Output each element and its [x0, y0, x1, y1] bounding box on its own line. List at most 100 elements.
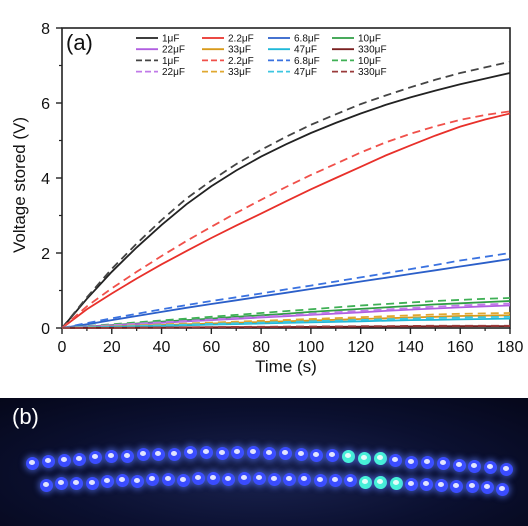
led-light	[436, 457, 450, 471]
led-light	[222, 473, 236, 486]
series-line-6-8Fuf-solid	[61, 258, 511, 329]
led-light	[131, 474, 145, 488]
led-light	[480, 480, 494, 494]
y-tick-label: 0	[41, 321, 50, 338]
x-tick-label: 20	[103, 339, 121, 356]
led-light	[421, 456, 434, 469]
led-light	[41, 454, 55, 468]
led-light	[313, 474, 327, 488]
series-line-33Fuf-dashed	[61, 312, 511, 329]
y-tick-label: 2	[41, 246, 50, 263]
led-light	[57, 453, 71, 467]
led-light	[496, 482, 509, 496]
legend-label: 1μF	[162, 56, 179, 67]
series-line-47Fuf-dashed	[61, 315, 511, 329]
led-light	[100, 475, 114, 489]
led-light	[328, 473, 342, 487]
led-light	[161, 472, 175, 486]
led-light	[55, 477, 69, 491]
led-light	[231, 446, 245, 460]
legend-label: 47μF	[294, 45, 317, 56]
series-lines	[61, 60, 511, 329]
led-light	[450, 480, 464, 494]
y-tick-label: 8	[41, 21, 50, 38]
legend-label: 33μF	[228, 67, 251, 78]
led-light	[465, 480, 479, 494]
led-light	[146, 473, 160, 487]
led-light	[184, 446, 197, 460]
legend-label: 22μF	[162, 45, 185, 56]
legend-label: 1μF	[162, 34, 179, 45]
led-light	[389, 476, 403, 490]
led-light	[405, 455, 419, 469]
led-light	[326, 449, 340, 463]
led-light	[344, 474, 357, 488]
led-light	[70, 476, 84, 490]
x-tick-label: 100	[298, 339, 325, 356]
led-light	[85, 476, 99, 490]
led-light	[452, 459, 466, 473]
series-line-2-2Fuf-solid	[61, 112, 511, 329]
x-tick-label: 60	[202, 339, 220, 356]
led-light	[252, 472, 266, 486]
led-light	[26, 457, 39, 470]
led-light	[152, 447, 166, 461]
led-light	[168, 447, 182, 461]
y-tick-label: 4	[41, 171, 50, 188]
led-photo: (b)	[0, 398, 528, 526]
series-line-47Fuf-solid	[61, 317, 511, 329]
legend-label: 330μF	[358, 67, 387, 78]
led-light	[215, 447, 229, 461]
led-light	[89, 451, 103, 465]
x-tick-label: 80	[252, 339, 270, 356]
led-light	[40, 479, 53, 492]
plot-axes: 0 20 40 60 80 100 120 140 160 180 0 2 4 6 8	[41, 21, 523, 356]
led-light	[136, 448, 150, 462]
panel-label-a: (a)	[66, 30, 93, 55]
legend-label: 33μF	[228, 45, 251, 56]
panel-label-b: (b)	[12, 404, 39, 429]
x-axis-label: Time (s)	[255, 357, 317, 376]
series-line-22Fuf-solid	[61, 304, 511, 329]
led-light	[176, 473, 190, 487]
led-light	[404, 478, 418, 492]
led-light	[357, 452, 371, 466]
legend-label: 330μF	[358, 45, 387, 56]
legend-label: 2.2μF	[228, 56, 254, 67]
y-axis-label: Voltage stored (V)	[10, 117, 29, 253]
led-light	[105, 450, 118, 464]
led-light	[374, 475, 388, 489]
led-light	[373, 452, 387, 466]
legend-label: 22μF	[162, 67, 185, 78]
x-tick-label: 180	[497, 339, 524, 356]
led-light	[484, 460, 498, 474]
led-light	[298, 472, 312, 486]
legend-label: 10μF	[358, 34, 381, 45]
legend-label: 10μF	[358, 56, 381, 67]
led-light	[420, 478, 433, 491]
led-light	[116, 474, 129, 488]
led-light	[237, 472, 251, 485]
series-line-1Fuf-dashed	[61, 60, 511, 329]
legend-label: 2.2μF	[228, 34, 254, 45]
legend-label: 47μF	[294, 67, 317, 78]
x-tick-label: 0	[58, 339, 67, 356]
led-light	[278, 446, 292, 460]
led-light	[263, 447, 276, 461]
led-light	[359, 476, 373, 490]
series-line-2-2Fuf-dashed	[61, 110, 511, 329]
series-line-10Fuf-dashed	[61, 297, 511, 329]
x-tick-label: 40	[153, 339, 171, 356]
led-light	[468, 459, 482, 473]
led-light	[199, 446, 213, 460]
led-light	[247, 446, 261, 460]
led-light	[192, 472, 205, 486]
series-line-1Fuf-solid	[61, 72, 511, 329]
led-light	[283, 472, 297, 486]
x-tick-label: 140	[397, 339, 424, 356]
x-tick-label: 120	[347, 339, 374, 356]
led-light	[120, 450, 134, 464]
series-line-22Fuf-dashed	[61, 302, 511, 329]
series-line-6-8Fuf-dashed	[61, 252, 511, 329]
x-tick-label: 160	[447, 339, 474, 356]
